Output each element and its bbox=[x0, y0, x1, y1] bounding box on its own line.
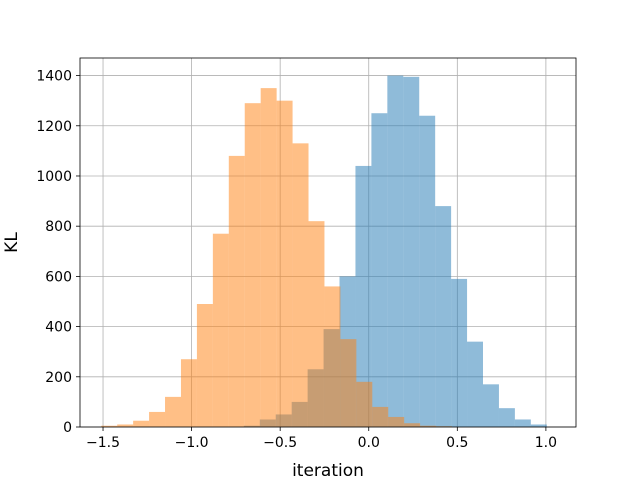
histogram-bar bbox=[356, 381, 373, 427]
x-tick-label: −0.5 bbox=[263, 435, 297, 451]
histogram-bar bbox=[260, 88, 277, 428]
histogram-bar bbox=[404, 423, 421, 427]
histogram-bar bbox=[498, 408, 515, 427]
y-tick-label: 200 bbox=[45, 370, 72, 386]
y-tick-label: 0 bbox=[63, 420, 72, 436]
histogram-bar bbox=[165, 396, 181, 427]
x-tick-label: −1.5 bbox=[86, 435, 120, 451]
histogram-bar bbox=[244, 103, 261, 428]
histogram-bar bbox=[467, 341, 483, 427]
axis-ticks: −1.5 −1.0 −0.5 0.0 0.5 1.0 0 200 400 600 800 1000 12… bbox=[36, 69, 557, 451]
histogram-bar bbox=[355, 165, 372, 427]
histogram-bar bbox=[388, 416, 405, 427]
histogram-bar bbox=[387, 75, 404, 428]
y-tick-label: 400 bbox=[45, 320, 72, 336]
histogram-bar bbox=[196, 304, 213, 427]
y-tick-label: 1400 bbox=[36, 69, 72, 85]
histogram-bar bbox=[117, 424, 134, 427]
x-tick-label: 0.5 bbox=[446, 435, 468, 451]
y-tick-label: 800 bbox=[45, 219, 72, 235]
histogram-bars bbox=[101, 75, 547, 428]
histogram-bar bbox=[276, 100, 293, 428]
histogram-bar bbox=[419, 115, 436, 428]
histogram-bar bbox=[180, 359, 197, 427]
histogram-bar bbox=[324, 286, 341, 427]
series-1-bars bbox=[101, 88, 452, 428]
y-axis-label: KL bbox=[2, 232, 22, 253]
histogram-bar bbox=[483, 384, 499, 427]
x-tick-label: −1.0 bbox=[175, 435, 209, 451]
x-tick-label: 1.0 bbox=[535, 435, 557, 451]
histogram-bar bbox=[451, 278, 468, 427]
histogram-bar bbox=[514, 419, 531, 427]
y-tick-label: 600 bbox=[45, 269, 72, 285]
y-tick-label: 1200 bbox=[36, 119, 72, 135]
histogram-bar bbox=[101, 425, 118, 427]
histogram-bar bbox=[340, 339, 357, 427]
histogram-bar bbox=[228, 155, 245, 428]
histogram-bar bbox=[308, 221, 325, 427]
x-tick-label: 0.0 bbox=[358, 435, 380, 451]
histogram-bar bbox=[530, 424, 547, 427]
histogram-bar bbox=[435, 206, 452, 427]
y-tick-label: 1000 bbox=[36, 169, 72, 185]
histogram-bar bbox=[372, 406, 389, 427]
histogram-bar bbox=[149, 411, 166, 427]
histogram-bar bbox=[212, 233, 229, 427]
histogram-bar bbox=[403, 76, 420, 427]
plot-frame bbox=[79, 57, 577, 428]
x-axis-label: iteration bbox=[292, 461, 364, 480]
histogram-bar bbox=[371, 113, 388, 427]
histogram-bar bbox=[292, 143, 309, 428]
histogram-bar bbox=[420, 425, 437, 427]
histogram-bar bbox=[133, 420, 150, 427]
